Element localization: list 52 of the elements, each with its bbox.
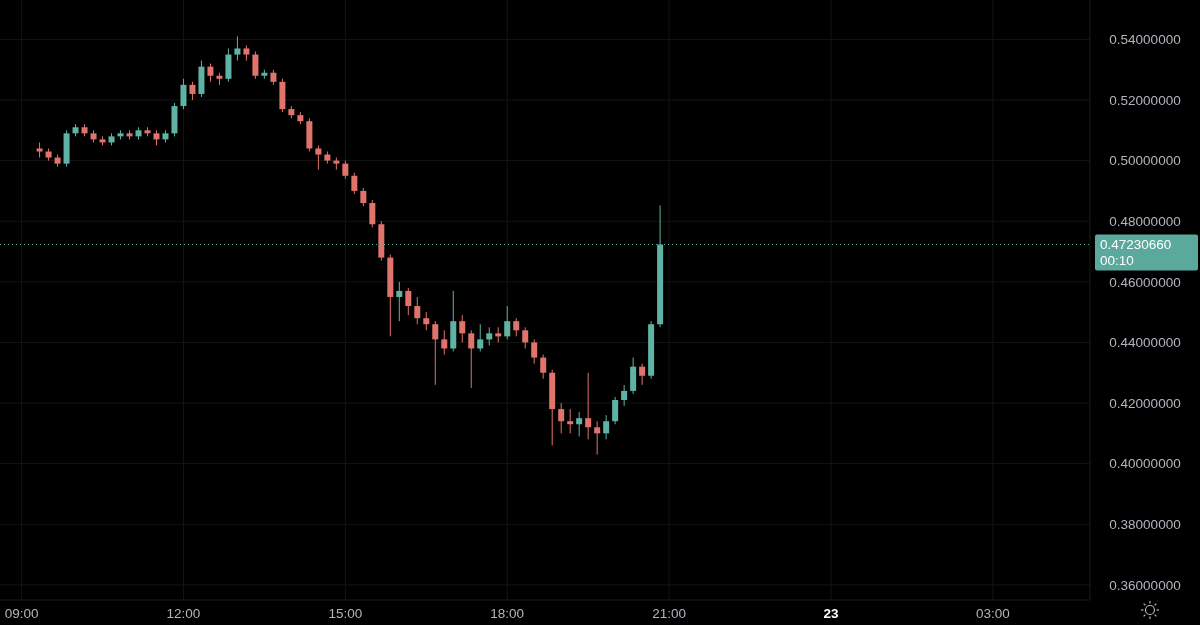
candlestick	[612, 396, 619, 425]
candlestick	[396, 281, 403, 322]
y-tick-label: 0.44000000	[1109, 335, 1181, 351]
candlestick	[180, 78, 187, 110]
candlestick	[576, 411, 583, 437]
candlestick	[540, 354, 547, 380]
x-tick-label: 21:00	[652, 605, 687, 621]
candlestick	[252, 51, 259, 80]
candlestick	[522, 326, 529, 349]
x-tick-label: 03:00	[975, 605, 1010, 621]
candlestick	[414, 296, 421, 325]
candlestick	[234, 35, 241, 62]
candlestick	[567, 408, 574, 434]
candlestick	[504, 305, 511, 340]
candlestick	[369, 199, 376, 228]
x-tick-label: 09:00	[4, 605, 39, 621]
x-tick-label: 12:00	[166, 605, 201, 621]
y-tick-label: 0.50000000	[1109, 153, 1181, 169]
x-tick-label: 15:00	[328, 605, 363, 621]
candlestick	[639, 363, 646, 386]
candlestick	[459, 314, 466, 343]
y-tick-label: 0.42000000	[1109, 395, 1181, 411]
candlestick	[207, 63, 214, 83]
candlestick	[531, 338, 538, 365]
candlestick	[432, 320, 439, 386]
candlestick	[486, 326, 493, 346]
candlestick	[189, 81, 196, 101]
candlestick	[594, 420, 601, 456]
candlestick	[405, 287, 412, 316]
candlestick	[351, 172, 358, 195]
y-tick-label: 0.48000000	[1109, 213, 1181, 229]
candlestick	[477, 323, 484, 353]
candlestick	[603, 414, 610, 440]
candlestick	[621, 384, 628, 407]
y-tick-label: 0.52000000	[1109, 92, 1181, 108]
candlestick	[342, 160, 349, 180]
y-tick-label: 0.36000000	[1109, 577, 1181, 593]
y-tick-label: 0.54000000	[1109, 32, 1181, 48]
candlestick	[513, 317, 520, 337]
y-tick-label: 0.40000000	[1109, 456, 1181, 472]
y-tick-label: 0.46000000	[1109, 274, 1181, 290]
candlestick	[423, 311, 430, 331]
candlestick	[585, 372, 592, 440]
x-tick-label: 18:00	[490, 605, 525, 621]
candlestick	[558, 402, 565, 434]
candlestick	[360, 187, 367, 207]
x-tick-label: 23	[823, 605, 839, 621]
y-tick-label: 0.38000000	[1109, 516, 1181, 532]
candlestick	[468, 329, 475, 389]
candlestick	[441, 329, 448, 356]
candlestick	[315, 144, 322, 171]
ref-line-label: 0.47230660 00:10	[1100, 236, 1172, 268]
